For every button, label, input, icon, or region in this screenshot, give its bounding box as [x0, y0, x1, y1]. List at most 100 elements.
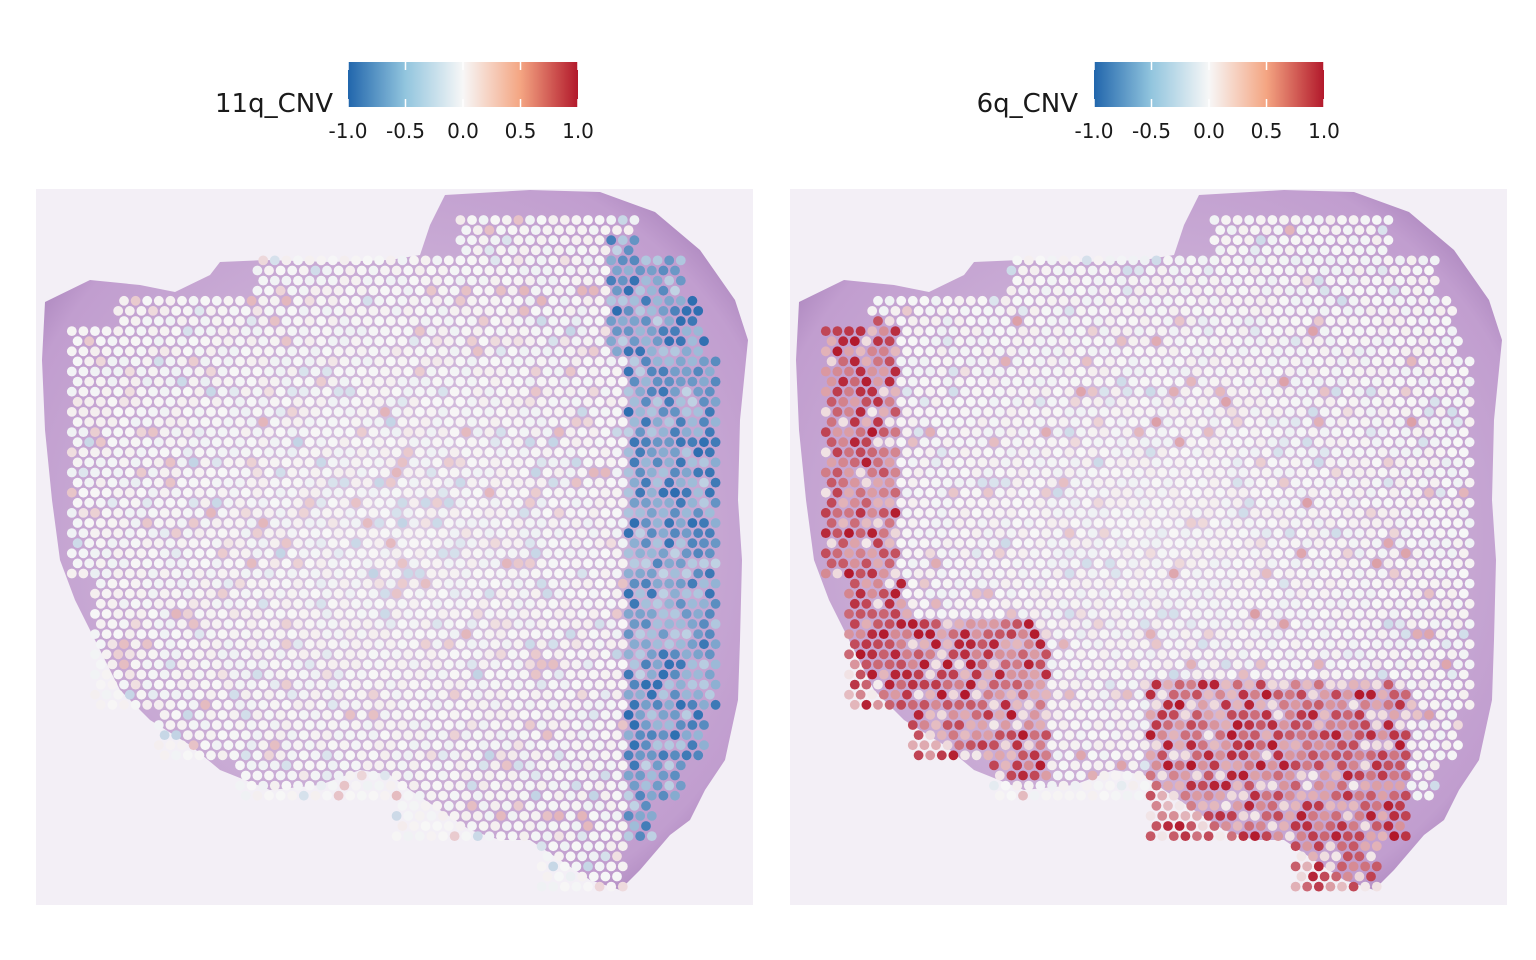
cnv-spot [989, 417, 999, 427]
cnv-spot [844, 447, 854, 458]
cnv-spot [403, 487, 414, 498]
cnv-spot [380, 407, 390, 417]
cnv-spot [519, 730, 530, 740]
cnv-spot [994, 306, 1005, 316]
cnv-spot [902, 548, 912, 559]
cnv-spot [235, 760, 245, 771]
cnv-spot [298, 508, 309, 518]
cnv-spot [948, 528, 959, 538]
cnv-spot [119, 659, 129, 670]
cnv-spot [919, 457, 930, 468]
cnv-spot [577, 710, 588, 720]
cnv-spot [606, 821, 617, 831]
cnv-spot [1226, 285, 1237, 296]
cnv-spot [258, 538, 269, 549]
cnv-spot [1395, 457, 1405, 468]
cnv-spot [513, 417, 524, 427]
cnv-spot [583, 619, 593, 629]
cnv-spot [391, 427, 402, 437]
cnv-spot [217, 447, 228, 458]
cnv-spot [1441, 295, 1452, 306]
cnv-spot [252, 265, 263, 276]
cnv-spot [699, 376, 709, 387]
cnv-spot [472, 245, 483, 256]
cnv-spot [1163, 598, 1173, 609]
cnv-spot [623, 528, 634, 538]
cnv-spot [1406, 477, 1417, 488]
cnv-spot [513, 255, 524, 266]
cnv-spot [1360, 578, 1371, 589]
cnv-spot [438, 649, 448, 660]
cnv-spot [646, 427, 657, 437]
cnv-spot [1035, 295, 1046, 306]
cnv-spot [1215, 326, 1226, 336]
cnv-spot [931, 437, 941, 448]
cnv-spot [1041, 306, 1052, 316]
cnv-spot [577, 548, 588, 559]
cnv-spot [1023, 497, 1034, 508]
cnv-spot [90, 427, 100, 437]
cnv-spot [316, 497, 327, 508]
cnv-spot [281, 255, 292, 266]
cnv-spot [1302, 336, 1313, 347]
cnv-spot [478, 679, 489, 690]
cnv-spot [1418, 477, 1429, 488]
cnv-spot [1128, 497, 1139, 508]
cnv-spot [246, 518, 257, 528]
cnv-spot [861, 336, 872, 347]
cnv-spot [501, 356, 512, 367]
cnv-spot [536, 578, 547, 589]
cnv-spot [989, 518, 999, 528]
cnv-spot [1313, 235, 1324, 246]
cnv-spot [548, 598, 559, 609]
cnv-spot [200, 295, 211, 306]
cnv-spot [1168, 609, 1179, 619]
cnv-spot [565, 649, 576, 660]
cnv-spot [1035, 376, 1046, 387]
cnv-spot [420, 437, 431, 448]
cnv-spot [617, 699, 628, 710]
cnv-spot [1203, 447, 1214, 458]
cnv-spot [641, 497, 651, 508]
cnv-spot [200, 598, 211, 609]
cnv-spot [687, 417, 698, 427]
cnv-spot [1105, 598, 1115, 609]
cnv-spot [153, 457, 164, 468]
cnv-spot [1308, 528, 1318, 538]
cnv-spot [1250, 427, 1260, 437]
cnv-spot [1464, 578, 1475, 589]
cnv-spot [1284, 386, 1295, 397]
cnv-spot [496, 689, 506, 700]
cnv-spot [113, 447, 124, 458]
cnv-spot [293, 740, 303, 751]
cnv-spot [316, 457, 327, 468]
cnv-spot [1197, 518, 1208, 528]
cnv-spot [1342, 326, 1353, 336]
cnv-spot [571, 477, 582, 488]
cnv-spot [188, 720, 199, 730]
cnv-spot [1412, 588, 1423, 599]
cnv-spot [403, 568, 414, 579]
cnv-spot [1412, 609, 1423, 619]
cnv-spot [397, 376, 408, 387]
cnv-spot [316, 699, 327, 710]
cnv-spot [1203, 427, 1214, 437]
cnv-spot [896, 437, 907, 448]
cnv-spot [1221, 417, 1231, 427]
cnv-spot [536, 659, 547, 670]
cnv-spot [577, 508, 588, 518]
cnv-spot [501, 619, 512, 629]
cnv-spot [681, 407, 692, 417]
cnv-spot [1279, 538, 1289, 549]
cnv-spot [554, 770, 564, 781]
cnv-spot [861, 417, 872, 427]
cnv-spot [159, 366, 170, 377]
cnv-spot [345, 689, 356, 700]
cnv-spot [269, 619, 280, 629]
cnv-spot [438, 548, 448, 559]
cnv-spot [1377, 265, 1388, 276]
cnv-spot [171, 689, 182, 700]
cnv-spot [983, 407, 994, 417]
cnv-spot [333, 528, 344, 538]
cnv-spot [1261, 326, 1272, 336]
